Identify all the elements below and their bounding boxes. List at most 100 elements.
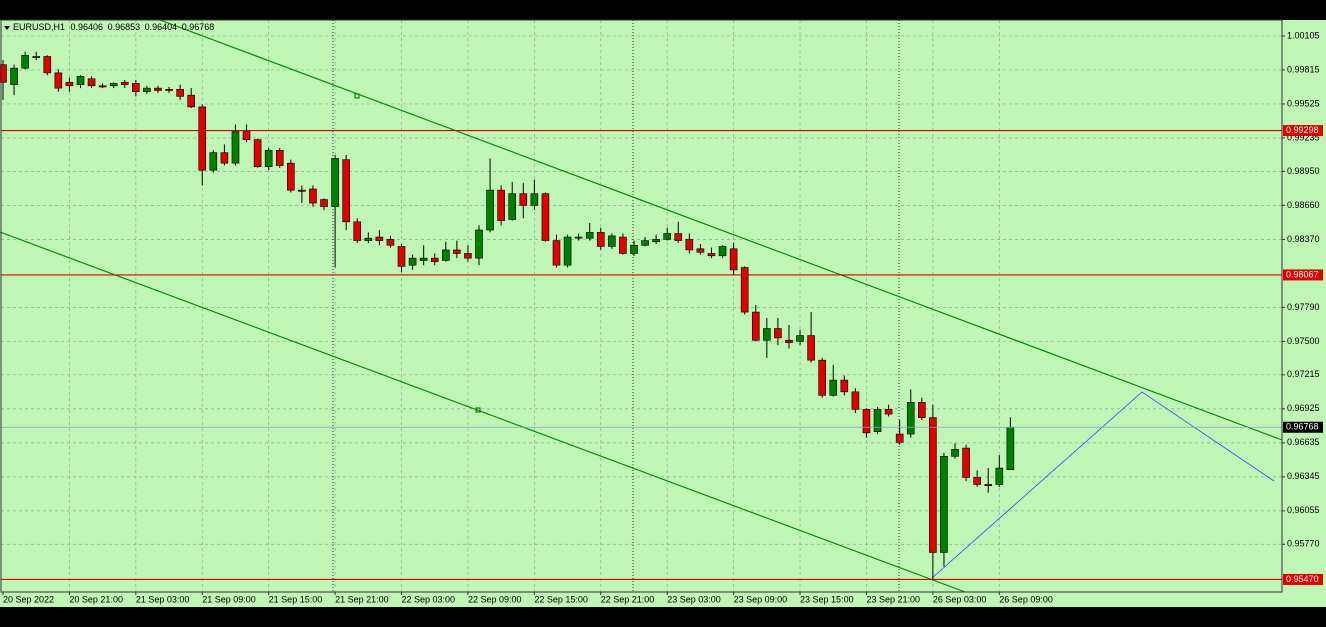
level-label-bg: [1283, 573, 1323, 585]
anchor: [475, 407, 481, 413]
bull-body: [475, 229, 483, 259]
bear-body: [497, 189, 505, 221]
bear-body: [165, 89, 173, 91]
bear-body: [298, 189, 306, 192]
bear-body: [320, 199, 328, 207]
bear-body: [862, 409, 871, 434]
bear-body: [342, 159, 350, 223]
bull-body: [441, 249, 450, 261]
bear-body: [253, 139, 262, 167]
bull-body: [264, 149, 273, 167]
bull-body: [209, 152, 218, 171]
plot: [0, 51, 1282, 581]
bull-body: [940, 456, 948, 553]
level-label: 0.99298: [1286, 125, 1319, 135]
bear-body: [519, 193, 528, 206]
close: 0.96768: [182, 22, 215, 32]
bear-body: [120, 81, 129, 85]
bull-body: [608, 235, 616, 247]
y-tick-label: 0.99525: [1287, 98, 1320, 108]
chart-bg: [0, 20, 1326, 607]
bull-body: [21, 54, 29, 69]
bull-body: [76, 76, 85, 85]
x-tick-label: 22 Sep 09:00: [468, 594, 522, 604]
bull-body: [995, 467, 1004, 485]
x-tick-label: 23 Sep 21:00: [866, 594, 920, 604]
bear-body: [840, 379, 849, 393]
bull-body: [652, 239, 660, 243]
level-label-bg: [1283, 269, 1323, 281]
bull-body: [109, 83, 118, 87]
bull-body: [331, 158, 339, 207]
bear-body: [198, 106, 207, 171]
price-label: 0.96768: [1286, 422, 1319, 432]
bear-body: [552, 240, 561, 266]
level-label: 0.98067: [1286, 269, 1319, 279]
anchor: [354, 93, 360, 99]
bear-body: [397, 246, 406, 267]
y-tick-label: 0.99815: [1287, 64, 1320, 74]
bull-body: [486, 189, 494, 231]
bear-body: [375, 236, 384, 241]
bear-body: [386, 239, 395, 246]
bear-body: [751, 311, 760, 341]
bull-body: [231, 131, 240, 164]
menu-arrow[interactable]: [4, 26, 10, 30]
bear-body: [275, 149, 284, 166]
x-tick-label: 23 Sep 03:00: [667, 594, 721, 604]
bear-body: [674, 233, 683, 241]
grid: [1, 20, 1282, 592]
bear-body: [187, 94, 195, 108]
bear-body: [851, 391, 860, 410]
chart-header: EURUSD,H1 0.96406 0.96853 0.96404 0.9676…: [13, 22, 214, 32]
channel-lower: [0, 231, 966, 593]
x-tick-label: 21 Sep 03:00: [136, 594, 190, 604]
bull-body: [419, 257, 428, 261]
bull-body: [508, 193, 517, 220]
open: 0.96406: [71, 22, 104, 32]
bear-body: [309, 188, 317, 204]
y-tick-label: 0.96055: [1287, 505, 1320, 515]
bear-body: [929, 417, 937, 553]
bull-body: [763, 328, 771, 341]
bull-body: [364, 237, 373, 241]
bull-body: [1006, 426, 1015, 470]
y-tick-label: 0.98370: [1287, 234, 1320, 244]
channel-upper: [159, 19, 1283, 441]
separators: [332, 20, 900, 592]
x-tick-label: 21 Sep 09:00: [202, 594, 256, 604]
bull-body: [718, 246, 727, 257]
bull-body: [408, 257, 417, 266]
zigzag: [931, 391, 1275, 579]
bear-body: [895, 433, 904, 443]
level-label: 0.95470: [1286, 574, 1319, 584]
price-label-bg: [1283, 421, 1323, 433]
bear-body: [132, 83, 140, 92]
bull-body: [10, 67, 18, 85]
x-tick-label: 23 Sep 09:00: [734, 594, 788, 604]
bull-body: [32, 56, 41, 58]
x-tick-label: 21 Sep 21:00: [335, 594, 389, 604]
high: 0.96853: [108, 22, 141, 32]
level-label-bg: [1283, 125, 1323, 137]
low: 0.96404: [145, 22, 178, 32]
bear-body: [242, 131, 251, 141]
y-tick-label: 0.97790: [1287, 302, 1320, 312]
bear-body: [353, 221, 362, 241]
bear-body: [707, 253, 716, 257]
x-tick-label: 20 Sep 2022: [3, 594, 54, 604]
bull-body: [143, 87, 151, 92]
trendlines: [0, 19, 1283, 593]
x-tick-label: 23 Sep 15:00: [800, 594, 854, 604]
bear-body: [962, 447, 970, 478]
bull-body: [585, 232, 594, 239]
bear-body: [87, 78, 96, 87]
bear-body: [807, 335, 815, 361]
bull-body: [530, 193, 539, 206]
bear-body: [154, 87, 162, 91]
x-tick-label: 22 Sep 15:00: [534, 594, 588, 604]
bear-body: [740, 267, 749, 313]
bull-body: [630, 244, 638, 254]
